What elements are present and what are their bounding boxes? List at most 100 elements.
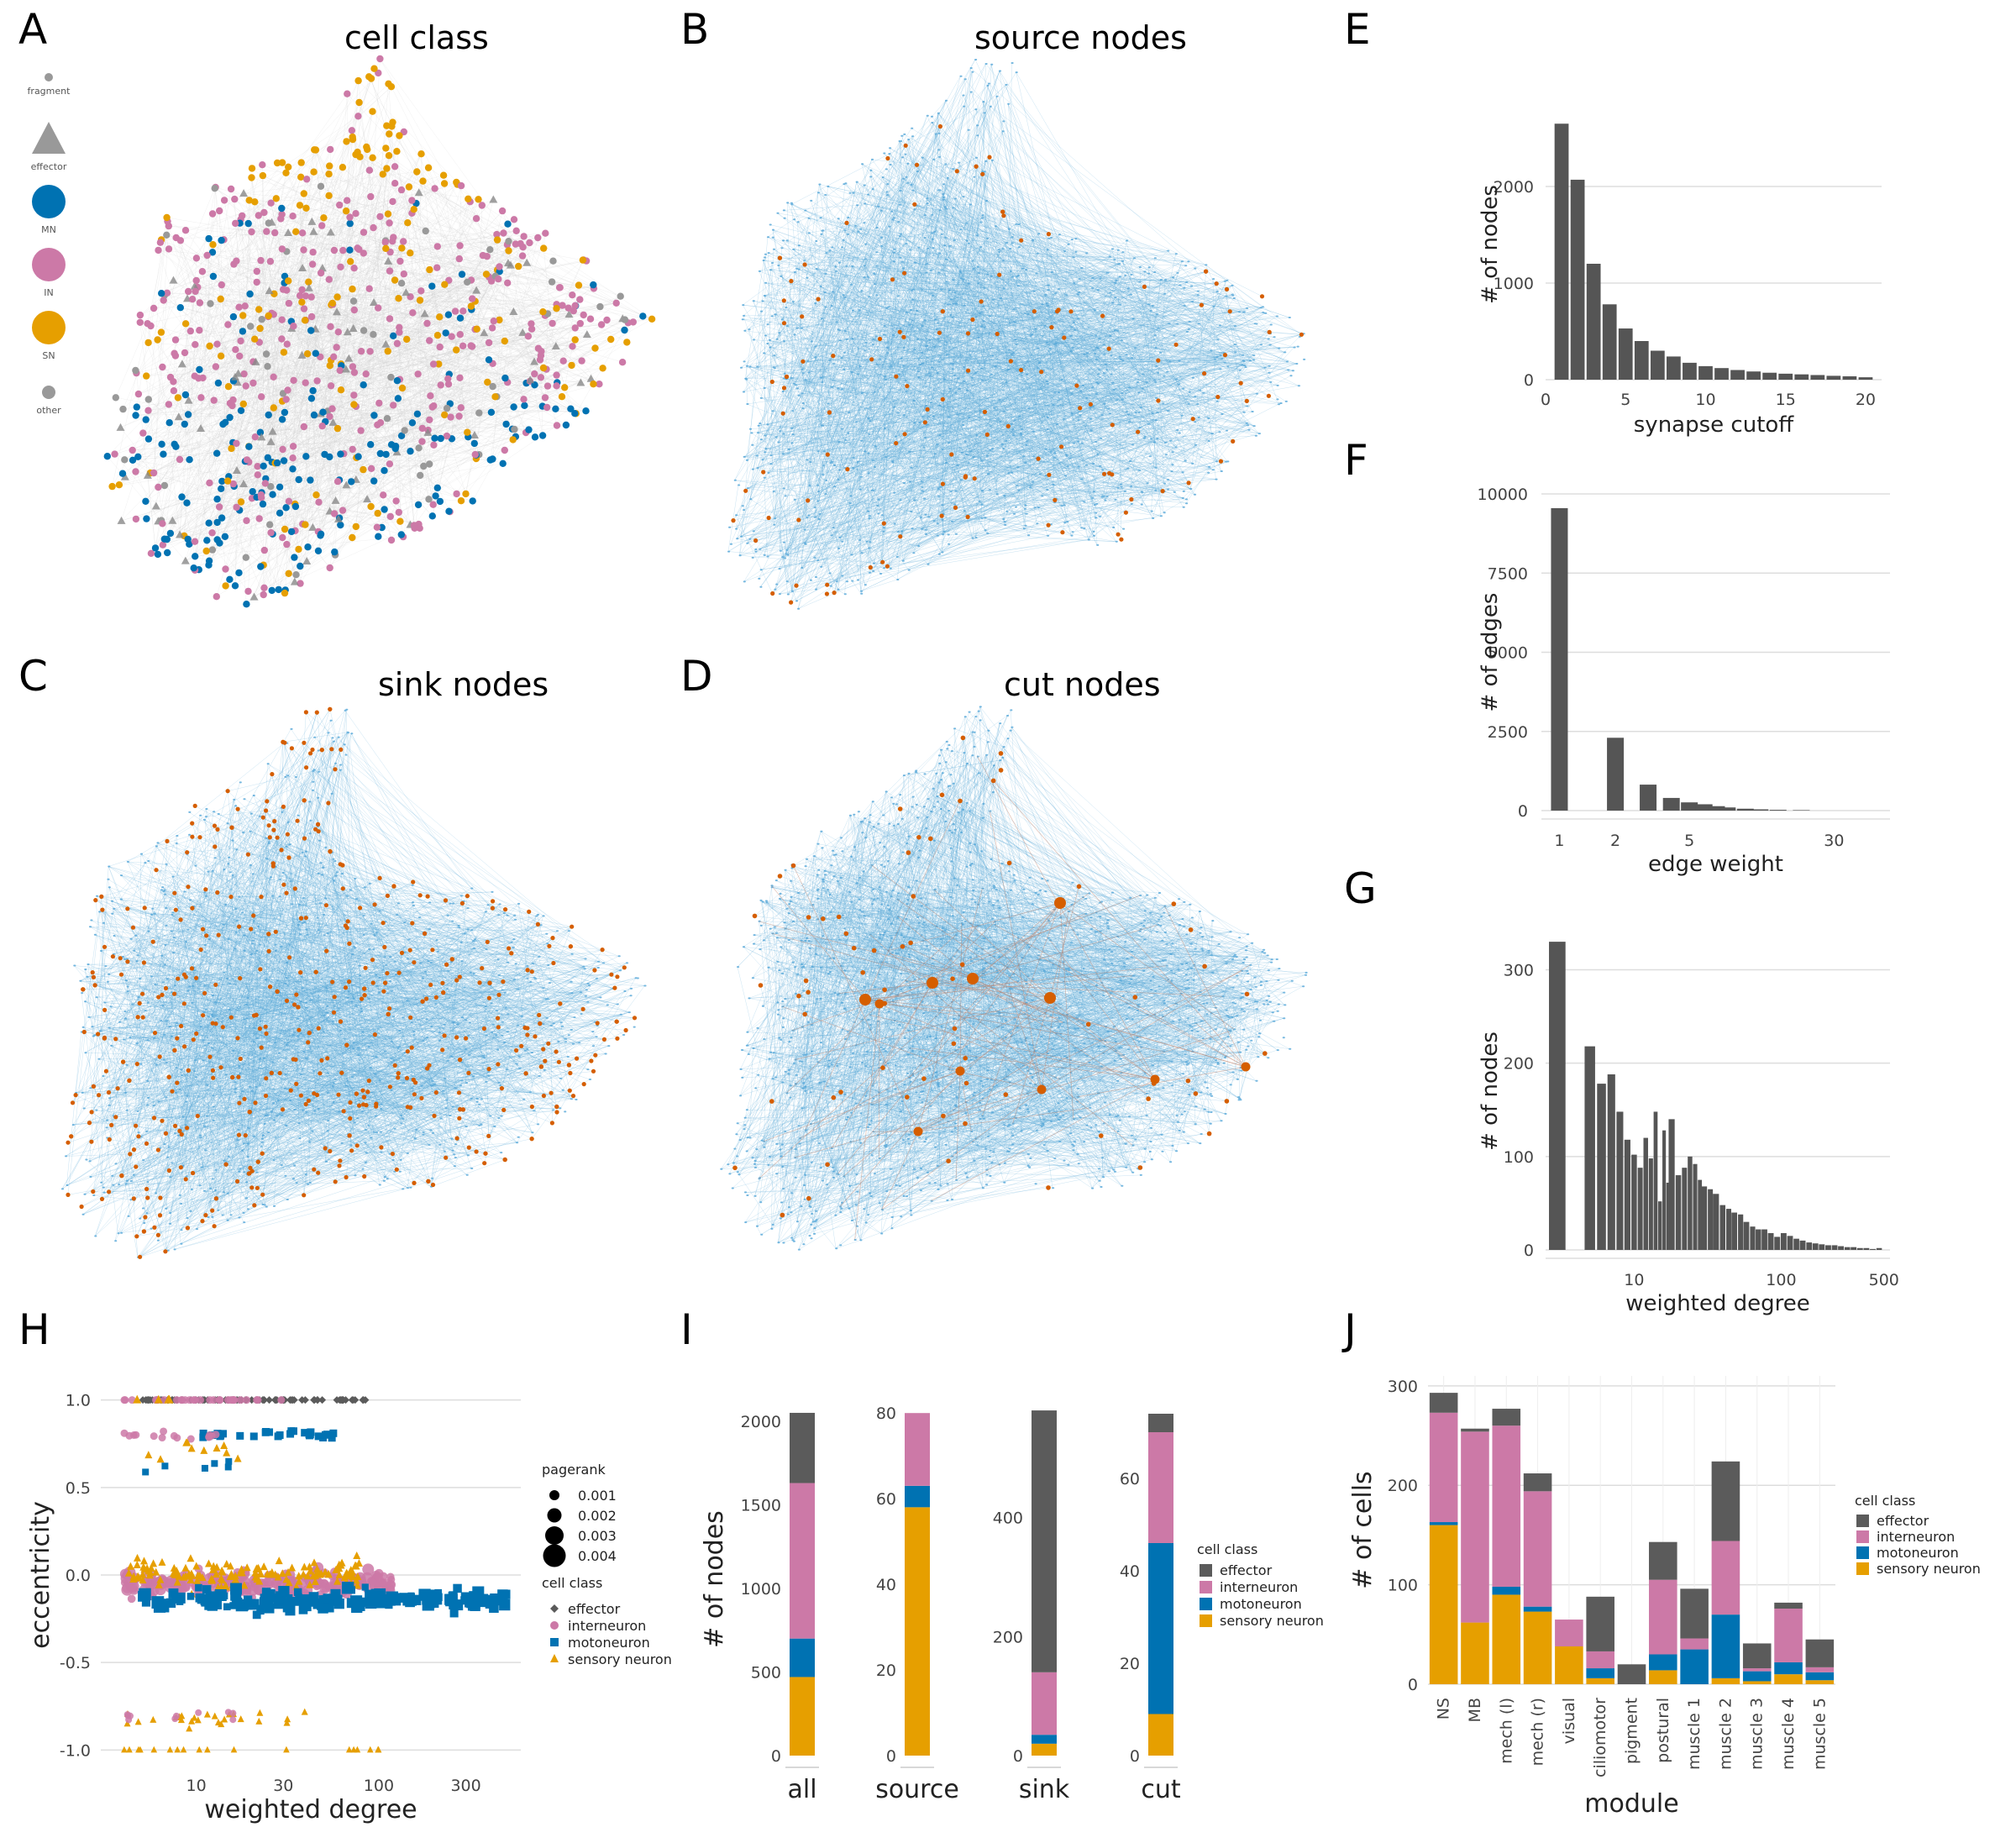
source-node xyxy=(984,432,990,438)
sink-node xyxy=(554,1104,559,1110)
cell-node xyxy=(596,302,604,311)
cell-node xyxy=(621,316,629,323)
cell-node xyxy=(623,339,631,346)
interneuron-point xyxy=(298,1578,309,1588)
sensory-point xyxy=(303,1572,312,1580)
sensory-point xyxy=(283,1719,291,1726)
cell-node xyxy=(318,222,326,229)
sensory-point xyxy=(256,1709,264,1716)
sink-node xyxy=(302,798,307,803)
sink-node xyxy=(66,1140,71,1145)
cell-node xyxy=(325,276,333,283)
x-tick-label: 10 xyxy=(186,1777,207,1795)
source-node xyxy=(885,564,890,569)
cell-node xyxy=(621,326,628,334)
bar xyxy=(1838,1246,1845,1250)
source-node xyxy=(1059,444,1064,449)
cell-node xyxy=(192,341,199,349)
cut-edge xyxy=(959,922,963,1072)
cell-node xyxy=(217,295,224,303)
effector-node xyxy=(344,354,354,362)
motoneuron-point xyxy=(285,1605,296,1616)
sink-node xyxy=(328,706,333,711)
interneuron-point xyxy=(125,1716,133,1724)
cell-node xyxy=(537,352,545,360)
cell-node xyxy=(303,176,311,183)
cell-node xyxy=(405,183,413,191)
cell-node xyxy=(296,291,304,300)
sensory-point xyxy=(284,1567,292,1576)
cut-edge xyxy=(864,999,1164,1053)
cell-node xyxy=(375,533,382,540)
bar xyxy=(1602,304,1617,380)
sink-node xyxy=(525,1032,530,1037)
sink-node xyxy=(200,927,206,932)
cut-node xyxy=(1202,963,1207,969)
sensory-point xyxy=(193,1576,202,1584)
cell-node xyxy=(484,378,491,386)
sink-node xyxy=(336,1092,341,1097)
cell-node xyxy=(315,498,323,506)
cut-node xyxy=(1193,1091,1199,1096)
cut-edge xyxy=(993,780,1247,1068)
cell-node xyxy=(159,520,166,528)
cell-node xyxy=(385,152,393,160)
cell-node xyxy=(218,477,226,486)
interneuron-point xyxy=(254,1396,262,1404)
bar xyxy=(1731,1212,1738,1250)
cut-edge xyxy=(972,924,1158,979)
cell-node xyxy=(582,407,590,415)
source-node xyxy=(1227,309,1232,314)
cell-node xyxy=(343,138,350,145)
cell-node xyxy=(208,529,216,537)
cut-node xyxy=(963,1056,968,1061)
bar xyxy=(1719,807,1736,811)
bar xyxy=(1662,1130,1667,1250)
sensory-point xyxy=(209,1562,218,1570)
cell-node xyxy=(171,352,180,360)
effector-node xyxy=(177,360,186,368)
motoneuron-point xyxy=(467,1600,478,1611)
legend-fragment-label: fragment xyxy=(28,86,71,97)
sink-node xyxy=(457,974,462,979)
cell-node xyxy=(245,197,253,204)
y-tick-label: 10000 xyxy=(1478,486,1528,504)
cell-node xyxy=(279,445,286,454)
motoneuron-point xyxy=(453,1583,462,1593)
interneuron-point xyxy=(125,1431,134,1440)
cell-node xyxy=(430,402,438,410)
sink-node xyxy=(258,967,263,972)
cell-node xyxy=(143,515,150,522)
cell-node xyxy=(569,343,576,350)
motoneuron-point xyxy=(295,1595,306,1606)
effector-node xyxy=(196,423,205,432)
source-node xyxy=(940,309,945,314)
cell-node xyxy=(259,171,267,180)
cell-node xyxy=(393,377,402,385)
source-node xyxy=(766,515,771,521)
x-tick-label: 30 xyxy=(273,1777,293,1795)
cell-node xyxy=(396,257,404,265)
stacked-bar-segment xyxy=(1429,1393,1458,1413)
cell-node xyxy=(339,507,347,514)
cut-node xyxy=(758,983,764,988)
cut-edge xyxy=(917,888,983,1132)
sink-node xyxy=(260,815,265,820)
sink-node xyxy=(273,929,278,934)
interneuron-point xyxy=(325,1583,333,1591)
cell-node xyxy=(570,307,577,315)
cell-node xyxy=(442,329,449,337)
effector-node xyxy=(343,328,352,336)
cell-node xyxy=(248,228,255,236)
cell-node xyxy=(257,256,265,265)
sink-node xyxy=(213,844,218,849)
cell-node xyxy=(386,130,393,138)
bar xyxy=(1778,373,1793,380)
source-node xyxy=(1005,423,1011,428)
cell-node xyxy=(428,512,436,520)
y-tick-label: 500 xyxy=(751,1663,781,1682)
panel-letter-h: H xyxy=(18,1305,50,1354)
sensory-point xyxy=(212,1570,220,1578)
cell-node xyxy=(436,313,444,321)
